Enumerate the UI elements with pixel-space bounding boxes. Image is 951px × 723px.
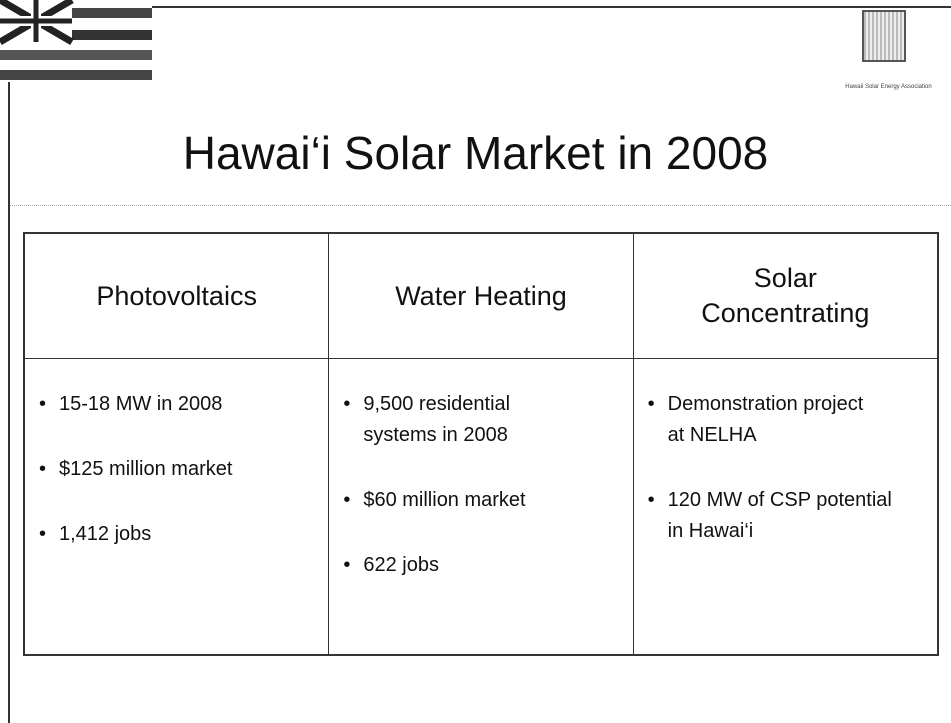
bullet: 622 jobs bbox=[343, 550, 632, 581]
column: Water Heating 9,500 residential systems in… bbox=[329, 234, 634, 654]
bullet: Demonstration project at NELHA bbox=[648, 389, 937, 451]
bullet: 9,500 residential systems in 2008 bbox=[343, 389, 632, 451]
column-body: 15-18 MW in 2008 $125 million market 1,412… bbox=[25, 359, 328, 584]
text-line: Concentrating bbox=[701, 298, 870, 328]
text-line: 622 jobs bbox=[363, 554, 439, 576]
bullet: $60 million market bbox=[343, 485, 632, 516]
column-heading: Water Heating bbox=[329, 234, 633, 359]
logo-text: Hawaii Solar Energy Association bbox=[845, 84, 932, 90]
text-line: systems in 2008 bbox=[363, 424, 508, 446]
column-heading: Photovoltaics bbox=[25, 234, 329, 359]
text-line: $125 million market bbox=[59, 458, 233, 480]
title: Hawai‘i Solar Market in 2008 bbox=[182, 127, 769, 179]
text-line: 9,500 residential bbox=[363, 393, 511, 415]
bullet: $125 million market bbox=[39, 454, 328, 485]
text-line: Photovoltaics bbox=[96, 280, 257, 311]
text-line: Solar bbox=[753, 263, 817, 293]
text-line: at NELHA bbox=[667, 424, 757, 446]
column-heading: Solar Concentrating bbox=[633, 234, 937, 359]
text-line: Water Heating bbox=[395, 280, 567, 311]
bullet: 15-18 MW in 2008 bbox=[39, 389, 328, 420]
divider bbox=[10, 205, 951, 206]
bullet: 120 MW of CSP potential in Hawai‘i bbox=[648, 485, 937, 547]
text-line: 120 MW of CSP potential bbox=[667, 489, 892, 511]
column: Solar Concentrating Demonstration project a… bbox=[633, 234, 937, 654]
flag bbox=[0, 0, 152, 82]
text-line: Demonstration project bbox=[667, 393, 864, 415]
text-line: 15-18 MW in 2008 bbox=[59, 393, 223, 415]
text-line: $60 million market bbox=[363, 489, 526, 511]
logo bbox=[862, 10, 906, 62]
bullet: 1,412 jobs bbox=[39, 519, 328, 550]
table: Photovoltaics 15-18 MW in 2008 $125 millio… bbox=[23, 232, 939, 656]
text-line: in Hawai‘i bbox=[667, 520, 754, 542]
text-line: 1,412 jobs bbox=[59, 523, 152, 545]
column: Photovoltaics 15-18 MW in 2008 $125 millio… bbox=[25, 234, 330, 654]
column-body: 9,500 residential systems in 2008 $60 mill… bbox=[329, 359, 632, 615]
slide bbox=[8, 6, 951, 723]
column-body: Demonstration project at NELHA 120 MW of C… bbox=[634, 359, 937, 581]
